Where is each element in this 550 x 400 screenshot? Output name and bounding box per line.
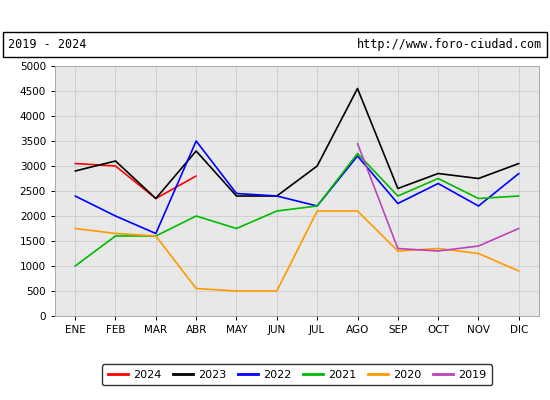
Text: Evolucion Nº Turistas Nacionales en el municipio de Logrosán: Evolucion Nº Turistas Nacionales en el m… bbox=[50, 7, 500, 23]
Text: http://www.foro-ciudad.com: http://www.foro-ciudad.com bbox=[356, 38, 542, 51]
Text: 2019 - 2024: 2019 - 2024 bbox=[8, 38, 87, 51]
Legend: 2024, 2023, 2022, 2021, 2020, 2019: 2024, 2023, 2022, 2021, 2020, 2019 bbox=[102, 364, 492, 386]
